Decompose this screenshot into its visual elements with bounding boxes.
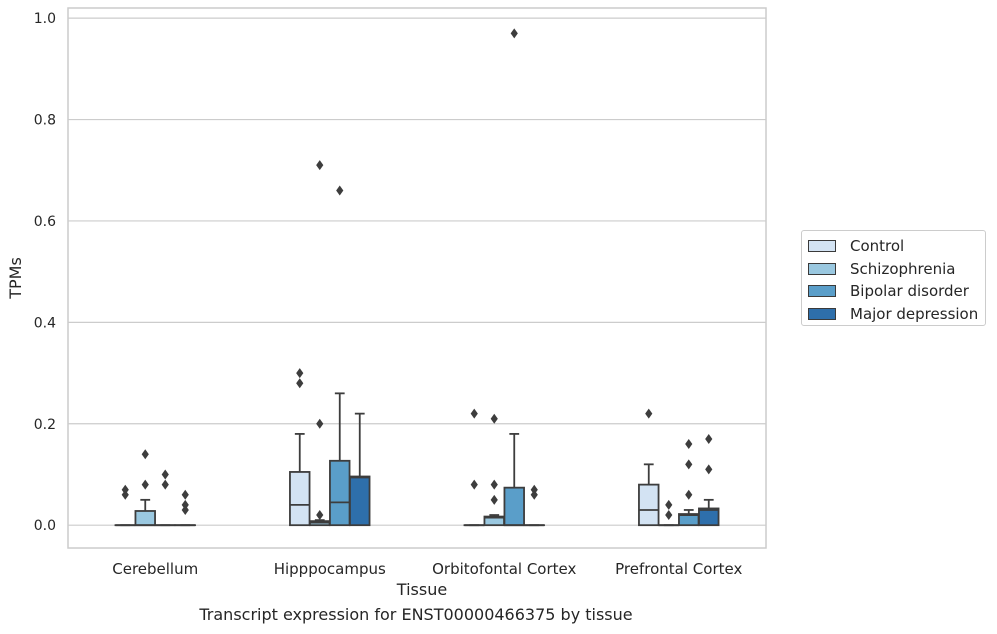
legend: Control Schizophrenia Bipolar disorder Majo…: [801, 230, 986, 326]
box-2-1: [483, 413, 505, 527]
outlier-point: [685, 489, 693, 500]
legend-swatch: [808, 262, 836, 275]
box-body: [638, 483, 660, 527]
y-tick-label: 0.4: [34, 315, 56, 331]
box-1-3: [349, 412, 371, 527]
outlier-point: [510, 28, 518, 39]
gridlines: [68, 17, 766, 526]
x-tick-label: Prefrontal Cortex: [615, 560, 742, 578]
box-3-1: [658, 499, 680, 527]
outlier-point: [530, 484, 538, 495]
x-axis-label: Tissue: [396, 580, 447, 599]
outlier-point: [645, 408, 653, 419]
legend-item: Control: [808, 235, 985, 258]
box-series: [114, 28, 720, 527]
legend-swatch: [808, 285, 836, 298]
box-0-3: [174, 489, 196, 527]
box-body: [349, 475, 371, 527]
figure-caption: Transcript expression for ENST0000046637…: [199, 605, 633, 624]
outlier-point: [316, 418, 324, 429]
outlier-point: [705, 433, 713, 444]
outlier-point: [665, 499, 673, 510]
outlier-point: [685, 459, 693, 470]
y-tick-label: 0.8: [34, 113, 56, 129]
outlier-point: [296, 378, 304, 389]
legend-swatch: [808, 307, 836, 320]
box-0-2: [154, 469, 176, 527]
box-body: [134, 510, 156, 527]
y-tick-label: 1.0: [34, 11, 56, 27]
box-body: [289, 471, 311, 527]
legend-label: Control: [850, 237, 905, 256]
plot-frame: [67, 7, 767, 549]
box-1-0: [289, 368, 311, 527]
box-body: [329, 459, 351, 527]
outlier-point: [490, 479, 498, 490]
outlier-point: [121, 484, 129, 495]
y-tick-label: 0.0: [34, 518, 56, 534]
outlier-point: [490, 494, 498, 505]
box-3-2: [678, 439, 700, 527]
outlier-point: [490, 413, 498, 424]
outlier-point: [665, 510, 673, 521]
y-tick-label: 0.6: [34, 214, 56, 230]
outlier-point: [296, 368, 304, 379]
y-axis-label: TPMs: [6, 257, 25, 300]
box-2-3: [523, 484, 545, 527]
x-axis-ticks: Cerebellum Hipppocampus Orbitofontal Corte…: [112, 560, 742, 578]
box-1-2: [329, 185, 351, 527]
outlier-point: [685, 439, 693, 450]
outlier-point: [141, 479, 149, 490]
box-1-1: [309, 160, 331, 527]
outlier-point: [121, 489, 129, 500]
outlier-point: [141, 449, 149, 460]
box-2-0: [463, 408, 485, 527]
outlier-point: [336, 185, 344, 196]
legend-label: Bipolar disorder: [850, 282, 969, 301]
outlier-point: [161, 479, 169, 490]
x-tick-label: Hipppocampus: [274, 560, 386, 578]
legend-item: Bipolar disorder: [808, 280, 985, 303]
legend-swatch: [808, 240, 836, 253]
box-3-0: [638, 408, 660, 527]
outlier-point: [470, 408, 478, 419]
outlier-point: [181, 499, 189, 510]
box-body: [698, 507, 720, 527]
box-2-2: [503, 28, 525, 527]
legend-item: Major depression: [808, 303, 985, 326]
x-tick-label: Orbitofontal Cortex: [432, 560, 576, 578]
outlier-point: [161, 469, 169, 480]
box-0-1: [134, 449, 156, 527]
x-tick-label: Cerebellum: [112, 560, 198, 578]
outlier-point: [181, 504, 189, 515]
outlier-point: [316, 160, 324, 171]
outlier-point: [705, 464, 713, 475]
y-tick-label: 0.2: [34, 417, 56, 433]
y-axis-ticks: 0.0 0.2 0.4 0.6 0.8 1.0: [34, 11, 56, 534]
legend-label: Schizophrenia: [850, 259, 956, 278]
outlier-point: [181, 489, 189, 500]
outlier-point: [316, 510, 324, 521]
legend-label: Major depression: [850, 304, 979, 323]
box-3-3: [698, 433, 720, 527]
outlier-point: [530, 489, 538, 500]
box-body: [503, 486, 525, 527]
legend-item: Schizophrenia: [808, 258, 985, 281]
outlier-point: [470, 479, 478, 490]
box-0-0: [114, 484, 136, 527]
